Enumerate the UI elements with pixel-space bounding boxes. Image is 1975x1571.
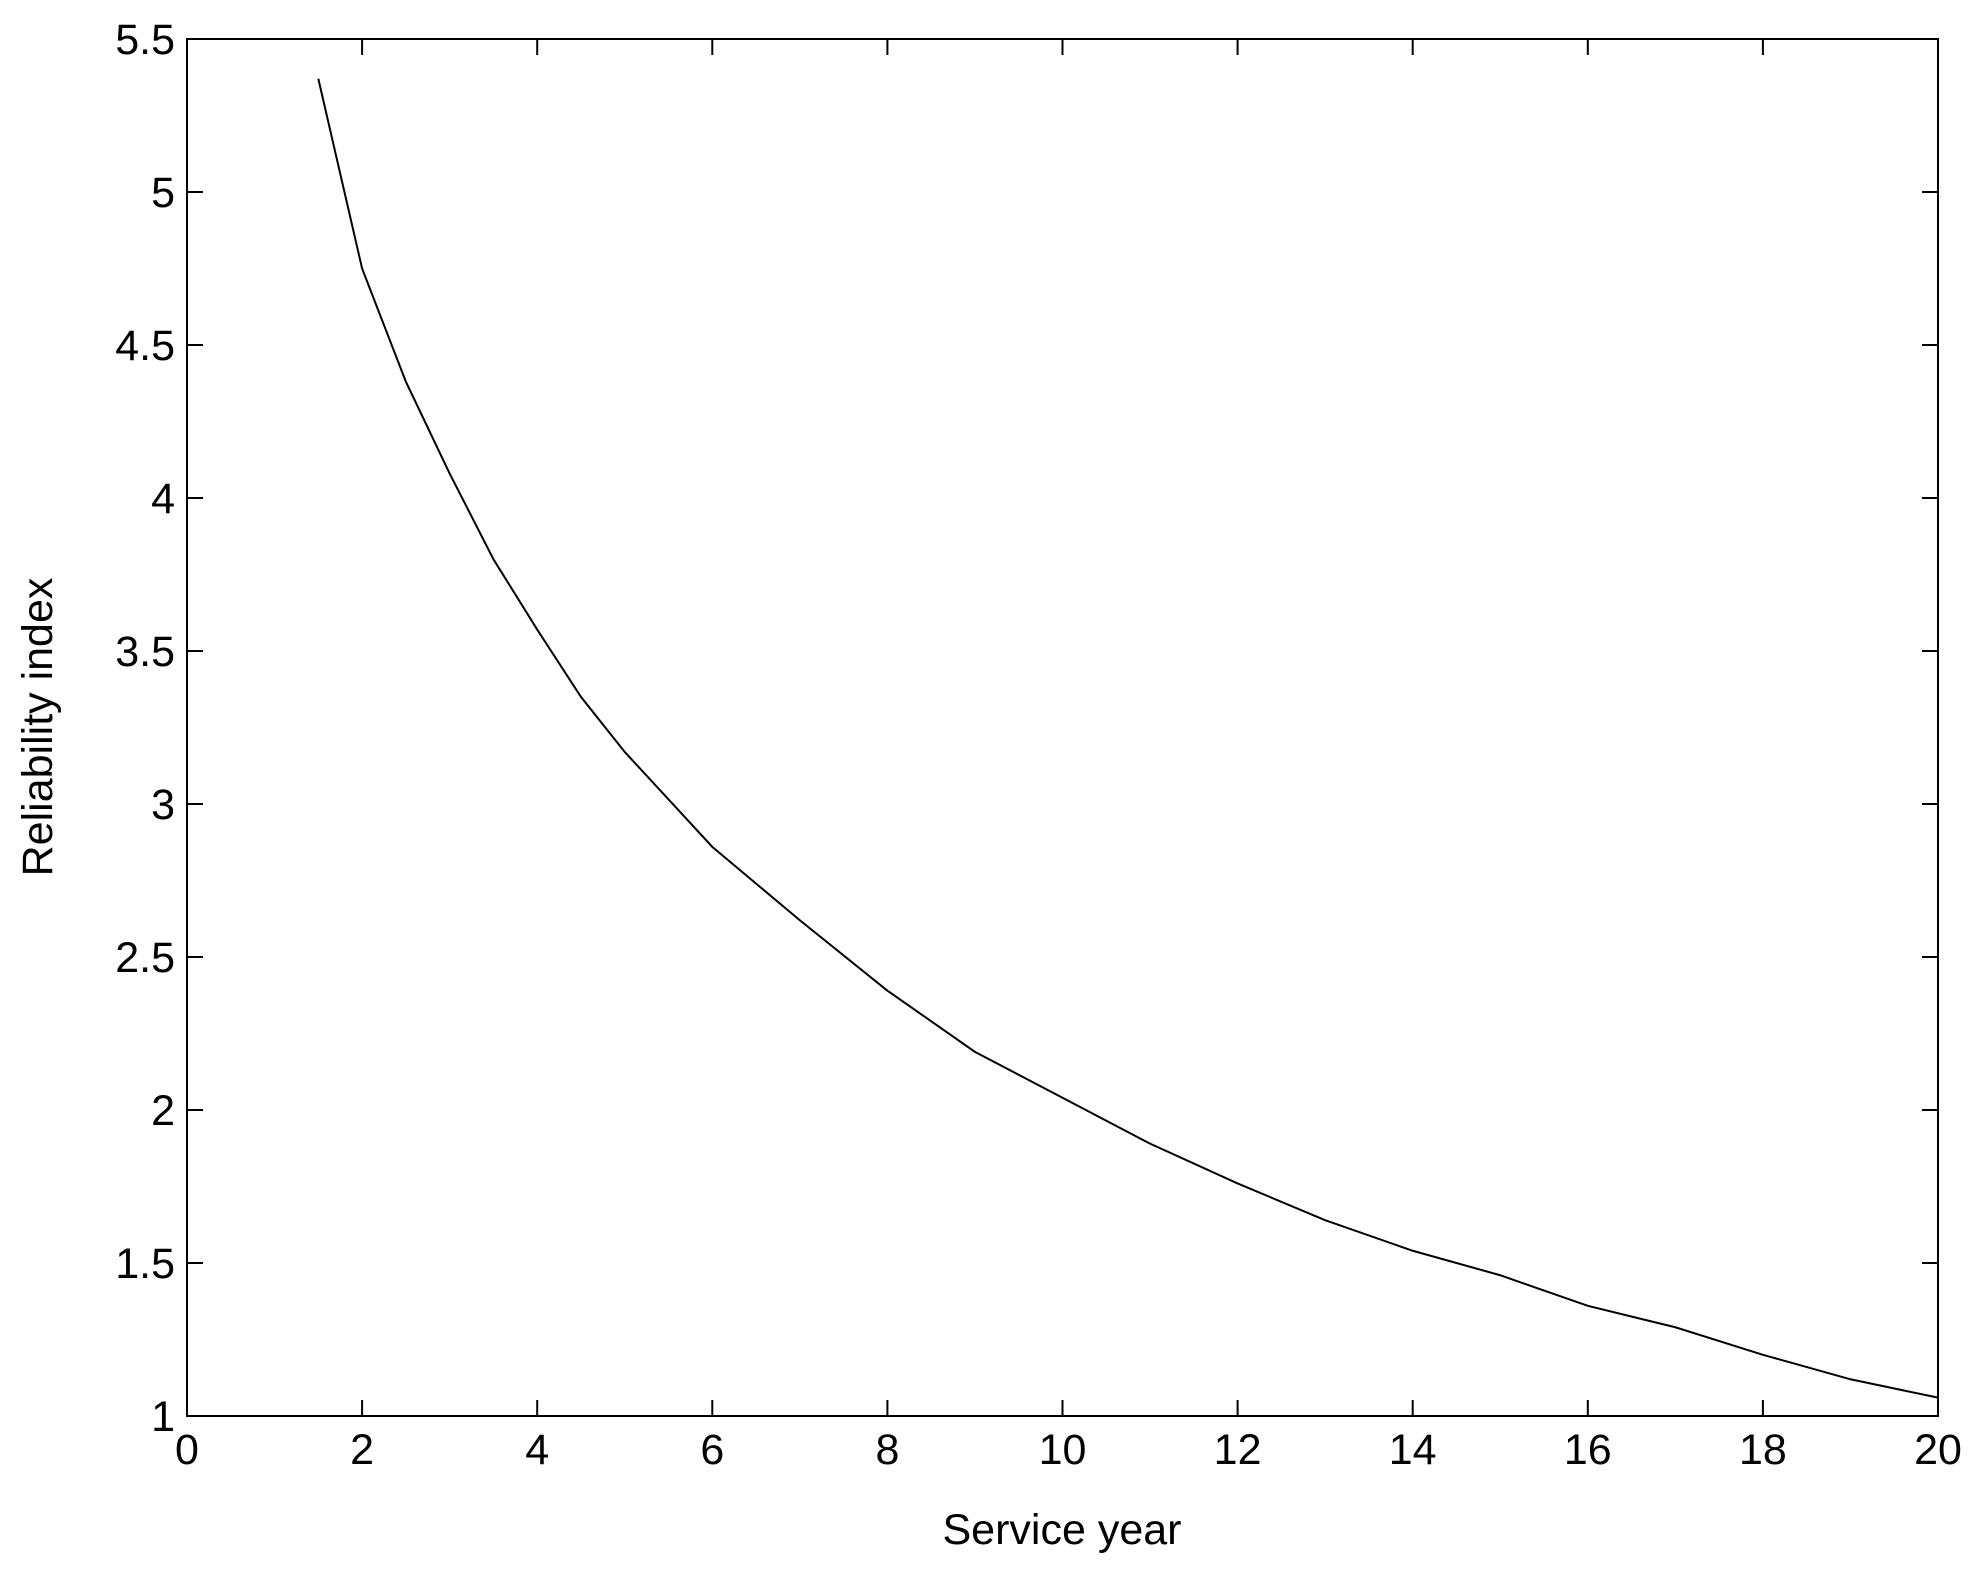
x-tick-label: 18: [1739, 1426, 1787, 1474]
x-tick-label: 14: [1389, 1426, 1437, 1474]
y-axis-label: Reliability index: [14, 577, 62, 876]
x-tick-label: 6: [700, 1426, 724, 1474]
y-tick-label: 4.5: [115, 322, 175, 370]
x-tick-label: 0: [175, 1426, 199, 1474]
x-tick-label: 2: [350, 1426, 374, 1474]
y-tick-label: 2: [151, 1087, 175, 1135]
y-tick-label: 5.5: [115, 16, 175, 64]
y-tick-label: 2.5: [115, 934, 175, 982]
x-tick-label: 10: [1039, 1426, 1087, 1474]
y-tick-label: 1.5: [115, 1240, 175, 1288]
x-tick-label: 4: [525, 1426, 549, 1474]
y-tick-label: 5: [151, 169, 175, 217]
y-tick-label: 3: [151, 781, 175, 829]
x-axis-label: Service year: [943, 1506, 1182, 1554]
y-tick-label: 1: [151, 1393, 175, 1441]
x-tick-label: 16: [1564, 1426, 1612, 1474]
x-tick-label: 12: [1214, 1426, 1262, 1474]
y-tick-label: 3.5: [115, 628, 175, 676]
data-line: [317, 78, 1939, 1399]
x-tick-label: 20: [1914, 1426, 1962, 1474]
x-tick-label: 8: [875, 1426, 899, 1474]
plot-frame: [186, 38, 1939, 1417]
y-tick-label: 4: [151, 475, 175, 523]
